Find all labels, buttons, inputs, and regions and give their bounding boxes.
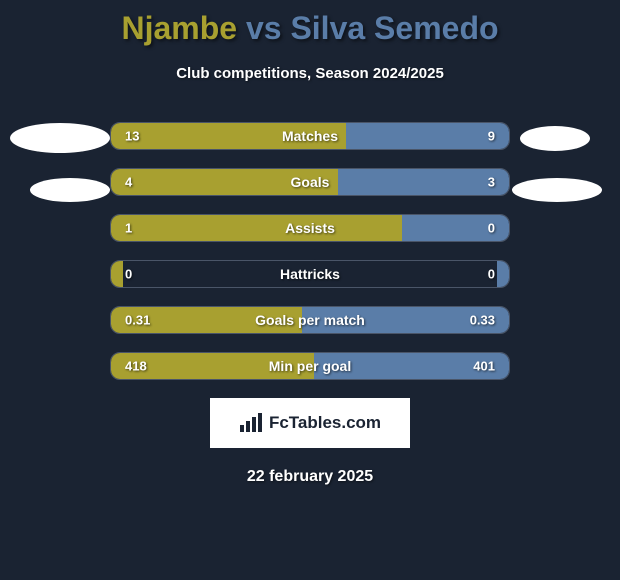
player2-name: Silva Semedo: [290, 10, 498, 46]
player2-badge-2: [512, 178, 602, 202]
stat-label: Min per goal: [269, 358, 351, 374]
stat-bar-right: [497, 261, 509, 287]
stat-bar: 13 9 Matches: [110, 122, 510, 150]
stat-bar: 1 0 Assists: [110, 214, 510, 242]
player1-badge-1: [10, 123, 110, 153]
stats-container: 13 9 Matches 4 3 Goals 1 0 Assists 0 0 Hattricks 0.3…: [0, 122, 620, 380]
stat-bar: 4 3 Goals: [110, 168, 510, 196]
stat-bar-right: [346, 123, 509, 149]
logo-text: FcTables.com: [269, 413, 381, 433]
stat-bar-right: [338, 169, 509, 195]
logo-chart-icon: [239, 413, 263, 433]
stat-label: Goals: [291, 174, 330, 190]
stat-value-left: 0: [125, 267, 132, 282]
stat-value-right: 0: [488, 267, 495, 282]
subtitle: Club competitions, Season 2024/2025: [0, 65, 620, 82]
player1-name: Njambe: [121, 10, 237, 46]
stat-value-left: 418: [125, 359, 147, 374]
comparison-title: Njambe vs Silva Semedo: [0, 0, 620, 47]
stat-label: Matches: [282, 128, 338, 144]
stat-bar-left: [111, 215, 402, 241]
stat-value-left: 0.31: [125, 313, 150, 328]
stat-label: Assists: [285, 220, 335, 236]
stat-value-right: 401: [473, 359, 495, 374]
stat-value-right: 3: [488, 175, 495, 190]
date-text: 22 february 2025: [0, 468, 620, 486]
stat-value-left: 1: [125, 221, 132, 236]
player1-badge-2: [30, 178, 110, 202]
stat-bar-left: [111, 261, 123, 287]
stat-value-right: 9: [488, 129, 495, 144]
stat-bar: 0.31 0.33 Goals per match: [110, 306, 510, 334]
logo-box: FcTables.com: [210, 398, 410, 448]
stat-label: Goals per match: [255, 312, 365, 328]
player2-badge-1: [520, 126, 590, 151]
stat-bar: 418 401 Min per goal: [110, 352, 510, 380]
stat-value-right: 0: [488, 221, 495, 236]
stat-bar: 0 0 Hattricks: [110, 260, 510, 288]
vs-text: vs: [246, 10, 282, 46]
stat-value-left: 13: [125, 129, 139, 144]
stat-label: Hattricks: [280, 266, 340, 282]
stat-value-right: 0.33: [470, 313, 495, 328]
stat-value-left: 4: [125, 175, 132, 190]
